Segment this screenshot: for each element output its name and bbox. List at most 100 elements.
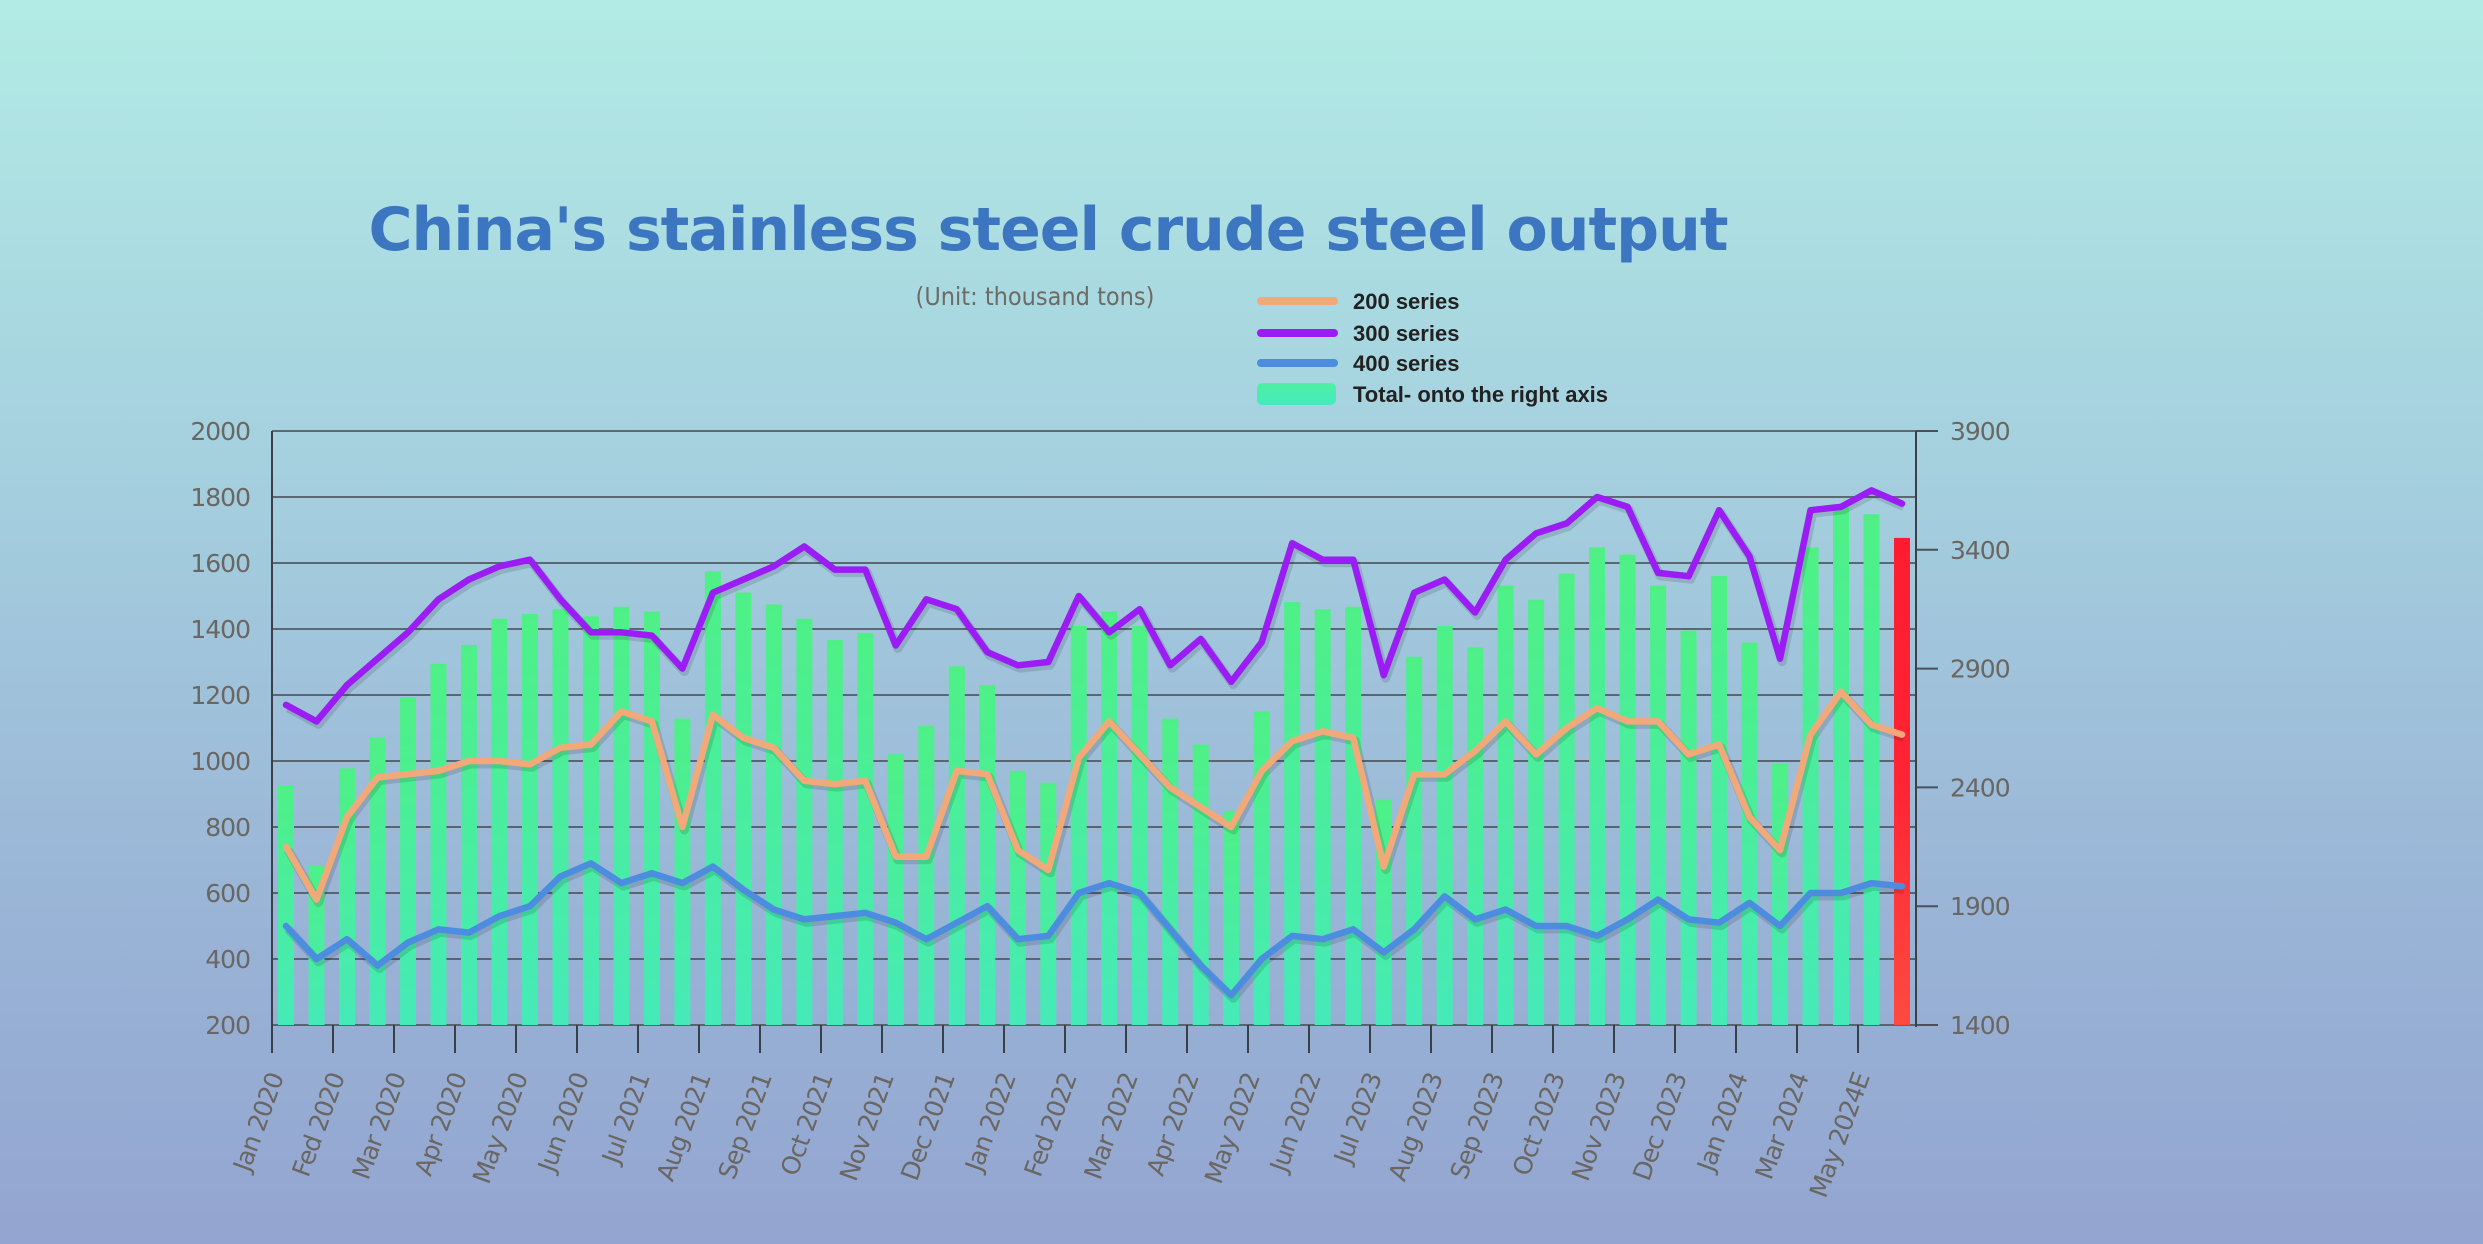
bar-total [1040, 782, 1057, 1025]
x-axis-tick-label: Aug 2021 [651, 1069, 717, 1185]
bar-total [613, 606, 630, 1025]
bar-total [1101, 611, 1118, 1025]
right-axis-tick-label: 1400 [1950, 1011, 2010, 1040]
bar-total [918, 725, 935, 1025]
bar-total [1802, 547, 1819, 1025]
legend-label: 200 series [1353, 289, 1459, 314]
right-axis-tick-label: 1900 [1950, 892, 2010, 921]
left-axis-tick-label: 800 [205, 813, 250, 842]
x-axis-tick-label: Mar 2024 [1750, 1069, 1815, 1183]
bar-total [1253, 711, 1270, 1025]
bar-total [1192, 744, 1209, 1025]
bar-total [399, 697, 416, 1025]
x-axis-tick-label: Jun 2020 [532, 1069, 595, 1177]
right-axis-tick-label: 3900 [1950, 417, 2010, 446]
left-axis-tick-label: 1000 [190, 747, 250, 776]
x-axis-tick-label: Mar 2022 [1079, 1069, 1144, 1183]
bar-total [948, 666, 965, 1025]
bar-total [643, 611, 660, 1025]
right-axis-tick-label: 2400 [1950, 773, 2010, 802]
bar-total [1650, 585, 1667, 1025]
bar-total [460, 644, 477, 1025]
chart-subtitle: (Unit: thousand tons) [916, 282, 1155, 311]
bar-total [1162, 718, 1179, 1025]
x-axis-tick-label: Apr 2020 [409, 1069, 473, 1179]
bar-total [1863, 514, 1880, 1025]
line-shadow [284, 861, 1905, 1003]
chart-title: China's stainless steel crude steel outp… [368, 195, 1727, 265]
line-300-series [282, 487, 1906, 725]
line-400-series [282, 860, 1906, 999]
bar-total [735, 592, 752, 1025]
bar-total [1284, 602, 1301, 1025]
x-axis-tick-label: Nov 2023 [1566, 1069, 1632, 1185]
bar-total-estimate [1894, 537, 1910, 1025]
bar-total [1314, 609, 1331, 1025]
left-axis-tick-label: 600 [205, 879, 250, 908]
legend: 200 series 300 series 400 series Total- ont… [1257, 289, 1608, 407]
legend-label: 300 series [1353, 321, 1459, 346]
bar-total [1680, 630, 1697, 1025]
bar-total [1406, 656, 1423, 1025]
bar-total [765, 604, 782, 1025]
bar-total [278, 785, 294, 1025]
x-axis-tick-label: Apr 2022 [1141, 1069, 1205, 1179]
x-axis-tick-label: Nov 2021 [834, 1069, 900, 1185]
bar-total [1131, 625, 1148, 1025]
legend-label: Total- onto the right axis [1353, 382, 1608, 407]
x-axis-tick-label: Oct 2023 [1507, 1069, 1571, 1179]
x-axis-tick-label: Fed 2020 [287, 1069, 351, 1180]
bar-total [1436, 625, 1453, 1025]
right-axis-tick-label: 2900 [1950, 655, 2010, 684]
x-axis-tick-label: Jul 2021 [596, 1069, 656, 1169]
bar-total [430, 663, 447, 1025]
left-axis-tick-label: 1800 [190, 483, 250, 512]
left-axis-tick-label: 400 [205, 945, 250, 974]
bar-total [1589, 547, 1606, 1025]
bar-total [521, 613, 538, 1025]
x-axis-tick-label: Oct 2021 [775, 1069, 839, 1179]
legend-label: 400 series [1353, 351, 1459, 376]
right-axis-tick-label: 3400 [1950, 536, 2010, 565]
bar-total [582, 616, 599, 1025]
x-axis-tick-label: Fed 2022 [1019, 1069, 1083, 1180]
bar-total [1009, 770, 1026, 1025]
bar-total [796, 618, 813, 1025]
left-axis-tick-label: 2000 [190, 417, 250, 446]
bar-total [1223, 811, 1240, 1025]
bar-total [979, 685, 996, 1025]
bars [278, 507, 1910, 1026]
bar-total [674, 718, 691, 1025]
bar-total [491, 618, 508, 1025]
series-lines [282, 487, 1906, 1003]
x-axis-tick-label: Mar 2020 [347, 1069, 412, 1183]
bar-total [1497, 585, 1514, 1025]
x-axis-tick-label: Aug 2023 [1383, 1069, 1449, 1185]
bar-total [1711, 575, 1728, 1025]
x-axis-tick-label: Dec 2023 [1627, 1069, 1693, 1184]
x-axis-tick-label: May 2022 [1199, 1069, 1266, 1187]
bar-total [369, 737, 386, 1025]
bar-total [308, 865, 325, 1025]
line-200-series [282, 688, 1906, 903]
bar-total [887, 754, 904, 1025]
x-axis-tick-label: Jan 2022 [959, 1069, 1022, 1177]
bar-total [1070, 625, 1087, 1025]
bar-total [1528, 599, 1545, 1025]
left-axis-tick-label: 1400 [190, 615, 250, 644]
x-axis-tick-label: Sep 2023 [1445, 1069, 1510, 1183]
bar-total [1467, 647, 1484, 1025]
bar-total [1619, 554, 1636, 1025]
left-axis-tick-label: 200 [205, 1011, 250, 1040]
bar-total [1558, 573, 1575, 1025]
left-axis-tick-label: 1600 [190, 549, 250, 578]
x-axis-tick-label: Jan 2020 [227, 1069, 290, 1177]
bar-total [704, 571, 721, 1025]
x-axis-tick-label: Dec 2021 [895, 1069, 961, 1184]
x-axis-tick-label: Jul 2023 [1328, 1069, 1388, 1169]
bar-total [826, 640, 843, 1025]
legend-swatch-bar [1257, 383, 1336, 405]
x-axis-tick-label: May 2020 [467, 1069, 534, 1187]
bar-total [857, 632, 874, 1025]
